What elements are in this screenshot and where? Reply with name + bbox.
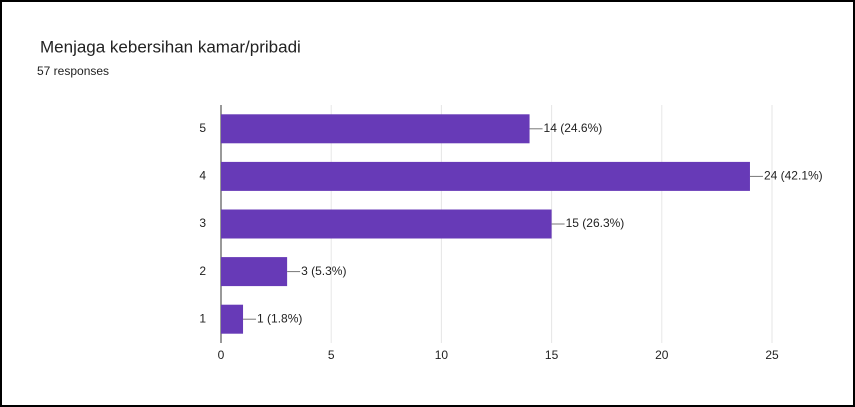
x-tick-label: 25	[765, 348, 779, 362]
data-label: 24 (42.1%)	[764, 169, 823, 183]
data-label: 3 (5.3%)	[301, 264, 346, 278]
x-tick-label: 20	[655, 348, 669, 362]
bar	[221, 304, 244, 334]
x-tick-label: 5	[328, 348, 335, 362]
y-tick-label: 2	[199, 264, 206, 278]
chart-title: Menjaga kebersihan kamar/pribadi	[40, 37, 301, 56]
y-tick-label: 3	[199, 216, 206, 230]
y-tick-label: 1	[199, 311, 206, 325]
y-tick-label: 5	[199, 121, 206, 135]
bar	[221, 209, 552, 239]
x-tick-label: 0	[218, 348, 225, 362]
data-label: 15 (26.3%)	[566, 216, 625, 230]
data-label: 14 (24.6%)	[544, 121, 603, 135]
y-tick-label: 4	[199, 169, 206, 183]
x-tick-label: 15	[545, 348, 559, 362]
data-label: 1 (1.8%)	[257, 311, 302, 325]
bar	[221, 114, 530, 144]
bar	[221, 257, 288, 287]
bar	[221, 161, 750, 191]
x-tick-label: 10	[435, 348, 449, 362]
chart-subtitle: 57 responses	[37, 64, 109, 78]
